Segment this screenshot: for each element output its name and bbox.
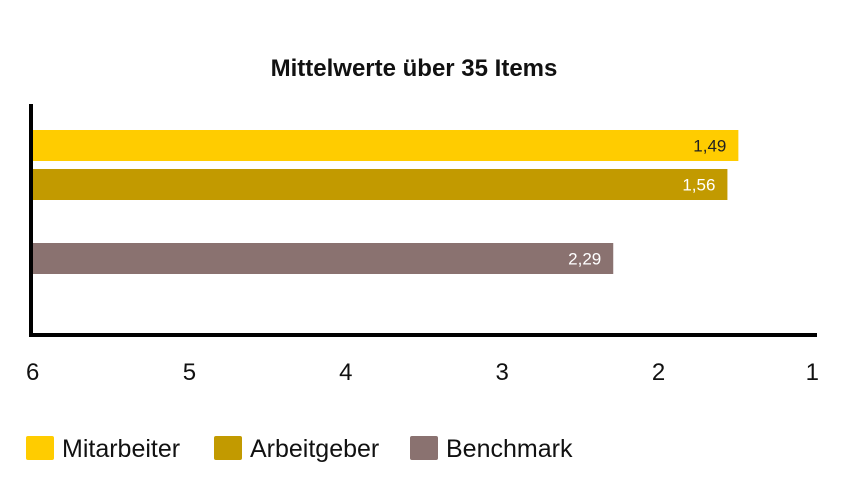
data-label-arbeitgeber: 1,56 xyxy=(682,176,715,195)
legend: Mitarbeiter Arbeitgeber Benchmark xyxy=(26,435,573,463)
x-tick-label: 6 xyxy=(26,359,39,386)
legend-swatch-arbeitgeber xyxy=(214,436,242,460)
legend-label-arbeitgeber: Arbeitgeber xyxy=(250,435,379,463)
x-tick-label: 3 xyxy=(496,359,509,386)
chart-title: Mittelwerte über 35 Items xyxy=(271,55,558,82)
x-tick-label: 4 xyxy=(339,359,352,386)
x-tick-label: 1 xyxy=(806,359,819,386)
legend-swatch-benchmark xyxy=(410,436,438,460)
data-label-mitarbeiter: 1,49 xyxy=(693,137,726,156)
bar-mitarbeiter xyxy=(33,130,739,161)
bars-group: 1,49 1,56 2,29 xyxy=(33,130,739,274)
legend-label-benchmark: Benchmark xyxy=(446,435,573,463)
data-label-benchmark: 2,29 xyxy=(568,250,601,269)
bar-arbeitgeber xyxy=(33,169,728,200)
legend-swatch-mitarbeiter xyxy=(26,436,54,460)
bar-benchmark xyxy=(33,243,614,274)
x-tick-labels: 6 5 4 3 2 1 xyxy=(26,359,819,386)
axes-group xyxy=(29,104,817,337)
x-tick-label: 5 xyxy=(183,359,196,386)
x-tick-label: 2 xyxy=(652,359,665,386)
legend-label-mitarbeiter: Mitarbeiter xyxy=(62,435,180,463)
